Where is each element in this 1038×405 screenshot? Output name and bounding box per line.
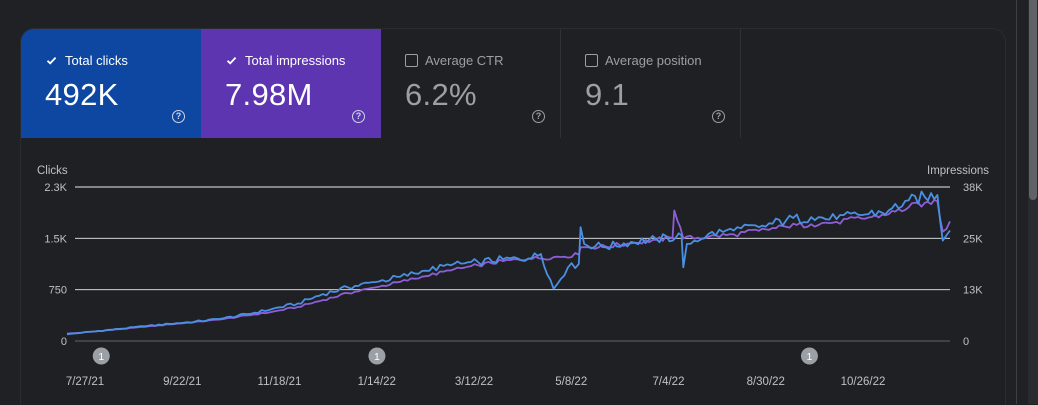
metric-tile-average-position[interactable]: Average position 9.1 ? — [561, 29, 741, 138]
annotation-marker[interactable]: 1 — [368, 347, 386, 365]
chart-series — [66, 190, 951, 336]
metric-value: 6.2% — [405, 77, 477, 112]
annotation-marker-circle[interactable] — [800, 347, 818, 365]
help-icon[interactable]: ? — [352, 110, 365, 123]
help-icon[interactable]: ? — [712, 110, 725, 123]
annotation-marker-circle[interactable] — [368, 347, 386, 365]
metric-value: 7.98M — [225, 77, 313, 112]
right-axis-ticks: 0 13K 25K 38K — [963, 182, 983, 348]
x-tick-label: 9/22/21 — [163, 376, 201, 388]
checkbox-checked-icon[interactable] — [225, 54, 238, 67]
metric-value: 492K — [45, 77, 119, 112]
annotation-label: 1 — [98, 351, 104, 363]
chart-annotations: 1 1 1 — [92, 347, 818, 365]
right-tick-label: 38K — [963, 182, 983, 194]
x-tick-label: 3/12/22 — [455, 376, 493, 388]
annotation-marker-circle[interactable] — [92, 347, 110, 365]
right-tick-label: 25K — [963, 233, 983, 245]
right-axis-label: Impressions — [927, 165, 989, 177]
left-axis-ticks: 0 750 1.5K 2.3K — [44, 182, 67, 348]
metric-value: 9.1 — [585, 77, 629, 112]
x-tick-label: 8/30/22 — [747, 376, 785, 388]
performance-card: Total clicks 492K ? Total impressions 7.… — [20, 28, 1006, 405]
x-axis-ticks: 7/27/21 9/22/21 11/18/21 1/14/22 3/12/22 5/8/… — [66, 376, 886, 388]
metric-label: Total impressions — [245, 53, 346, 68]
help-icon[interactable]: ? — [532, 110, 545, 123]
annotation-marker[interactable]: 1 — [92, 347, 110, 365]
metric-tiles: Total clicks 492K ? Total impressions 7.… — [21, 29, 741, 138]
page-scrollbar[interactable] — [1028, 0, 1038, 404]
left-tick-label: 1.5K — [44, 233, 67, 245]
metric-tile-total-clicks[interactable]: Total clicks 492K ? — [21, 29, 201, 138]
left-axis-label: Clicks — [37, 165, 68, 177]
impressions-series-line — [66, 199, 951, 335]
x-tick-label: 1/14/22 — [358, 376, 396, 388]
annotation-label: 1 — [374, 351, 380, 363]
x-tick-label: 7/27/21 — [66, 376, 104, 388]
left-tick-label: 2.3K — [44, 182, 67, 194]
annotation-marker[interactable]: 1 — [800, 347, 818, 365]
scrollbar-thumb[interactable] — [1029, 0, 1037, 200]
metric-label: Average CTR — [425, 53, 504, 68]
help-icon[interactable]: ? — [172, 110, 185, 123]
right-tick-label: 13K — [963, 285, 983, 297]
checkbox-unchecked-icon[interactable] — [405, 54, 418, 67]
annotation-label: 1 — [807, 351, 813, 363]
metric-label: Average position — [605, 53, 702, 68]
x-tick-label: 5/8/22 — [555, 376, 587, 388]
clicks-series-line — [66, 190, 951, 336]
metric-tile-total-impressions[interactable]: Total impressions 7.98M ? — [201, 29, 381, 138]
panel-divider — [1016, 0, 1017, 404]
left-tick-label: 750 — [49, 285, 67, 297]
x-tick-label: 10/26/22 — [841, 376, 886, 388]
metric-tile-average-ctr[interactable]: Average CTR 6.2% ? — [381, 29, 561, 138]
x-tick-label: 11/18/21 — [258, 376, 302, 388]
checkbox-checked-icon[interactable] — [45, 54, 58, 67]
left-tick-label: 0 — [61, 336, 67, 348]
performance-chart[interactable]: Clicks Impressions 0 750 1.5K 2.3K 0 13K 25K 3… — [21, 147, 1005, 405]
metric-label: Total clicks — [65, 53, 128, 68]
right-tick-label: 0 — [963, 336, 969, 348]
chart-gridlines — [75, 186, 950, 342]
checkbox-unchecked-icon[interactable] — [585, 54, 598, 67]
x-tick-label: 7/4/22 — [653, 376, 685, 388]
